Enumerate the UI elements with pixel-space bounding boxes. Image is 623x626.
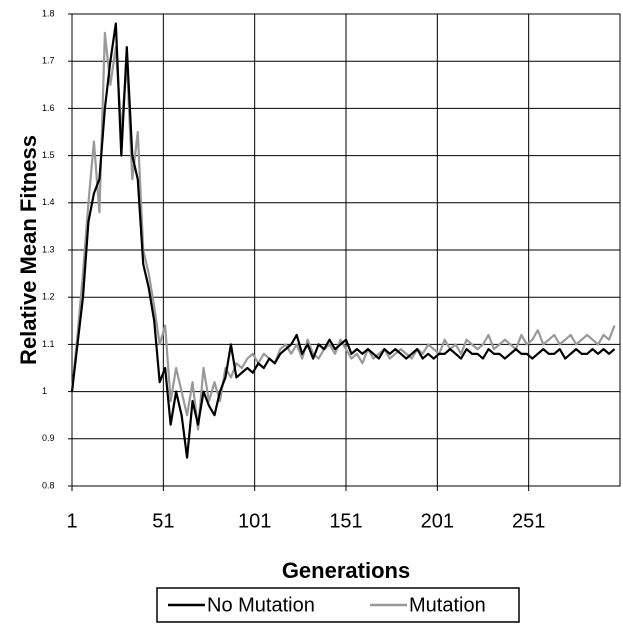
y-axis-title: Relative Mean Fitness — [16, 135, 41, 365]
y-tick-label: 1.1 — [42, 339, 55, 349]
x-tick-label: 1 — [66, 510, 77, 532]
y-tick-label: 1.4 — [42, 197, 55, 207]
legend-box — [156, 587, 520, 623]
y-tick-label: 1.2 — [42, 292, 55, 302]
y-tick-label: 1.7 — [42, 56, 55, 66]
x-tick-label: 51 — [152, 510, 174, 532]
legend-label: Mutation — [409, 594, 486, 616]
x-tick-label: 251 — [512, 510, 545, 532]
x-tick-label: 151 — [329, 510, 362, 532]
series-line — [70, 22, 616, 459]
y-tick-label: 1.3 — [42, 244, 55, 254]
x-axis-title: Generations — [282, 558, 410, 583]
y-tick-label: 1.6 — [42, 103, 55, 113]
y-tick-label: 1.8 — [42, 8, 55, 18]
y-tick-label: 1.5 — [42, 150, 55, 160]
y-tick-label: 1 — [42, 386, 47, 396]
legend-label: No Mutation — [207, 594, 315, 616]
series-line — [70, 31, 616, 431]
y-tick-label: 0.8 — [42, 480, 55, 490]
x-tick-label: 201 — [421, 510, 454, 532]
x-tick-label: 101 — [238, 510, 271, 532]
y-tick-label: 0.9 — [42, 433, 55, 443]
